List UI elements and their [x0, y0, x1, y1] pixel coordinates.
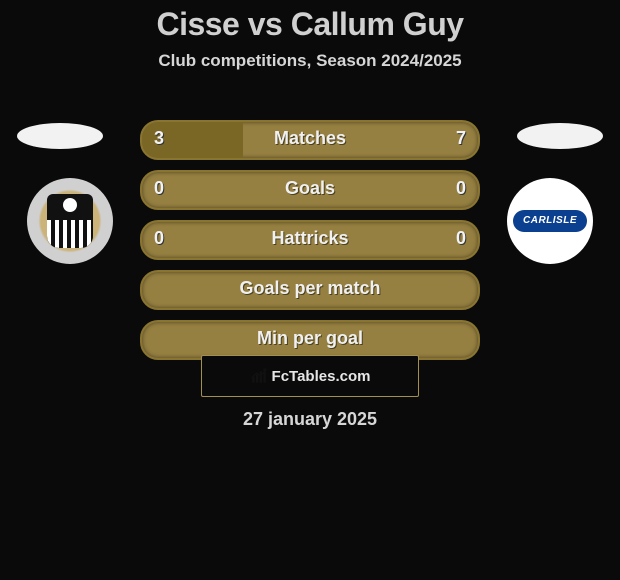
title-player-1: Cisse — [156, 6, 239, 42]
comparison-bars: 37Matches 00Goals 00Hattricks Goals per mat… — [140, 120, 480, 370]
player2-club-badge: CARLISLE — [507, 178, 593, 264]
attribution-text: FcTables.com — [272, 368, 371, 385]
stat-row-label: Matches — [142, 122, 478, 158]
comparison-date: 27 january 2025 — [0, 409, 620, 430]
player1-avatar — [17, 123, 103, 149]
player1-club-badge — [27, 178, 113, 264]
bar-chart-icon — [250, 367, 268, 385]
stat-row: 37Matches — [140, 120, 480, 160]
title-vs: vs — [248, 6, 283, 42]
stat-row: Goals per match — [140, 270, 480, 310]
stat-row: Min per goal — [140, 320, 480, 360]
comparison-subtitle: Club competitions, Season 2024/2025 — [0, 51, 620, 89]
carlisle-logo-icon: CARLISLE — [513, 210, 587, 232]
stat-row: 00Goals — [140, 170, 480, 210]
title-player-2: Callum Guy — [291, 6, 464, 42]
stat-row-label: Hattricks — [142, 222, 478, 258]
notts-county-shield-icon — [47, 194, 93, 248]
stat-row: 00Hattricks — [140, 220, 480, 260]
stat-row-label: Min per goal — [142, 322, 478, 358]
player2-avatar — [517, 123, 603, 149]
attribution-box: FcTables.com — [201, 355, 419, 397]
stat-row-label: Goals per match — [142, 272, 478, 308]
comparison-title: Cisse vs Callum Guy — [0, 0, 620, 51]
stat-row-label: Goals — [142, 172, 478, 208]
